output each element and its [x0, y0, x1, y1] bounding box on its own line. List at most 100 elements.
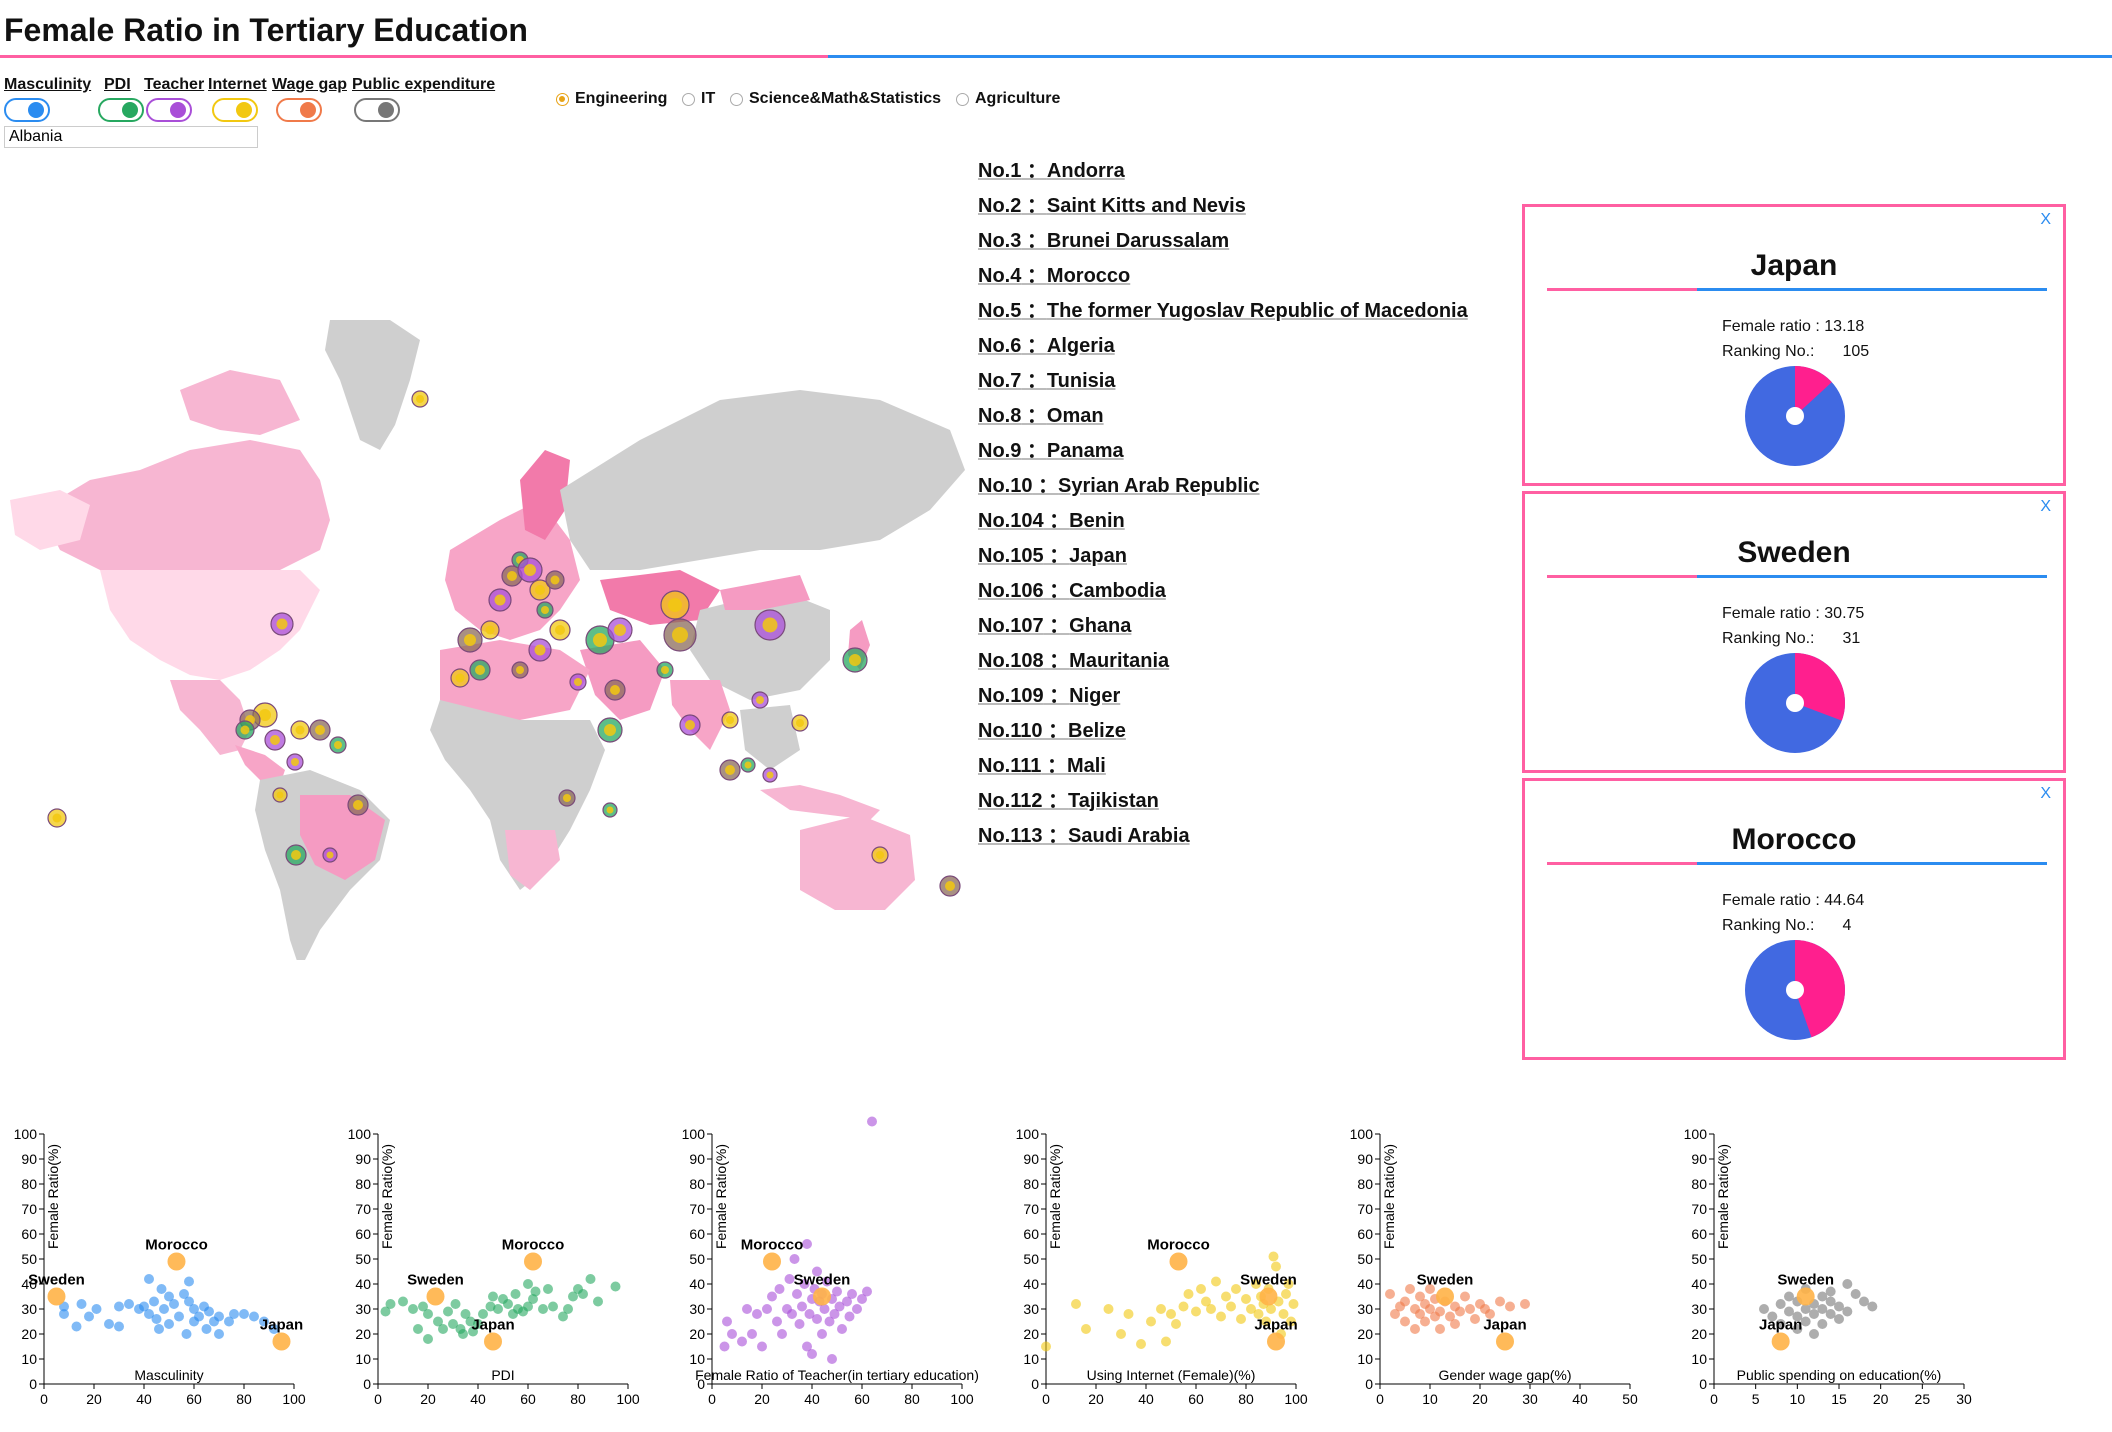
radio-dot[interactable] [730, 92, 743, 106]
mongolia[interactable] [720, 575, 810, 610]
data-point[interactable] [460, 1309, 471, 1319]
data-point[interactable] [719, 1341, 730, 1352]
data-point[interactable] [84, 1311, 94, 1322]
data-point[interactable] [824, 1316, 835, 1327]
data-point[interactable] [1253, 1309, 1264, 1319]
data-point[interactable] [1385, 1289, 1395, 1299]
data-point[interactable] [1792, 1324, 1803, 1334]
data-point[interactable] [834, 1301, 845, 1312]
data-point[interactable] [181, 1329, 192, 1339]
data-point[interactable] [862, 1286, 872, 1297]
data-point[interactable] [1415, 1309, 1425, 1319]
data-point[interactable] [1520, 1299, 1530, 1309]
ranking-item[interactable]: No.111 ：Mali [978, 755, 1106, 777]
data-point[interactable] [510, 1289, 521, 1299]
data-point[interactable] [1123, 1309, 1134, 1319]
data-point[interactable] [767, 1291, 777, 1302]
data-point[interactable] [1817, 1291, 1828, 1302]
data-point[interactable] [1286, 1316, 1296, 1327]
data-point[interactable] [71, 1321, 82, 1332]
data-point[interactable] [1146, 1316, 1156, 1327]
data-point[interactable] [1817, 1319, 1828, 1329]
data-point[interactable] [91, 1304, 102, 1314]
data-point[interactable] [214, 1311, 224, 1322]
data-point[interactable] [1171, 1319, 1181, 1329]
greenland[interactable] [325, 320, 420, 450]
ranking-item[interactable]: No.6 ：Algeria [978, 335, 1115, 357]
data-point[interactable] [822, 1276, 832, 1287]
toggle-switch[interactable] [354, 98, 400, 122]
data-point[interactable] [144, 1274, 154, 1284]
data-point[interactable] [229, 1309, 239, 1319]
data-point[interactable] [842, 1296, 852, 1307]
data-point[interactable] [1809, 1309, 1819, 1319]
highlight-point[interactable] [1496, 1332, 1514, 1351]
highlight-point[interactable] [167, 1252, 186, 1271]
data-point[interactable] [1390, 1309, 1400, 1319]
data-point[interactable] [1415, 1291, 1425, 1302]
india[interactable] [670, 680, 730, 750]
data-point[interactable] [784, 1274, 795, 1284]
data-point[interactable] [114, 1321, 124, 1332]
ranking-item[interactable]: No.110 ：Belize [978, 720, 1126, 742]
highlight-point[interactable] [524, 1252, 542, 1271]
data-point[interactable] [802, 1341, 812, 1352]
data-point[interactable] [423, 1334, 433, 1344]
country-input[interactable] [4, 126, 258, 148]
data-point[interactable] [563, 1304, 573, 1314]
data-point[interactable] [1825, 1296, 1836, 1307]
data-point[interactable] [742, 1304, 752, 1314]
ranking-item[interactable]: No.104 ：Benin [978, 510, 1125, 532]
data-point[interactable] [1435, 1306, 1445, 1317]
data-point[interactable] [1400, 1316, 1410, 1327]
data-point[interactable] [1216, 1311, 1226, 1322]
canada[interactable] [40, 440, 330, 570]
highlight-point[interactable] [1771, 1332, 1790, 1351]
data-point[interactable] [1166, 1309, 1176, 1319]
highlight-point[interactable] [813, 1287, 831, 1306]
data-point[interactable] [204, 1306, 214, 1317]
data-point[interactable] [1041, 1341, 1051, 1352]
data-point[interactable] [124, 1299, 134, 1309]
data-point[interactable] [493, 1304, 503, 1314]
data-point[interactable] [1842, 1306, 1853, 1317]
data-point[interactable] [184, 1296, 194, 1307]
radio-it[interactable]: IT [682, 90, 715, 108]
data-point[interactable] [1784, 1306, 1794, 1317]
data-point[interactable] [151, 1314, 162, 1324]
data-point[interactable] [1867, 1301, 1878, 1312]
highlight-point[interactable] [1259, 1287, 1278, 1306]
data-point[interactable] [104, 1319, 114, 1329]
world-map[interactable] [0, 250, 980, 960]
radio-dot[interactable] [556, 92, 569, 106]
data-point[interactable] [1081, 1324, 1091, 1334]
highlight-point[interactable] [763, 1252, 781, 1271]
ranking-item[interactable]: No.113 ：Saudi Arabia [978, 825, 1190, 847]
data-point[interactable] [1485, 1309, 1495, 1319]
data-point[interactable] [448, 1319, 458, 1329]
data-point[interactable] [610, 1281, 621, 1292]
data-point[interactable] [144, 1309, 154, 1319]
data-point[interactable] [585, 1274, 596, 1284]
data-point[interactable] [438, 1324, 448, 1334]
data-point[interactable] [1800, 1304, 1811, 1314]
ranking-item[interactable]: No.4 ：Morocco [978, 265, 1131, 287]
data-point[interactable] [777, 1329, 787, 1339]
data-point[interactable] [433, 1316, 443, 1327]
brazil[interactable] [300, 795, 385, 880]
data-point[interactable] [259, 1316, 269, 1327]
arctic-islands[interactable] [180, 370, 300, 435]
data-point[interactable] [398, 1296, 408, 1307]
data-point[interactable] [1842, 1279, 1853, 1289]
data-point[interactable] [1450, 1319, 1460, 1329]
ranking-item[interactable]: No.3 ：Brunei Darussalam [978, 230, 1230, 252]
data-point[interactable] [1206, 1304, 1216, 1314]
data-point[interactable] [812, 1314, 822, 1324]
southeast-asia[interactable] [740, 705, 800, 770]
highlight-point[interactable] [272, 1332, 291, 1351]
data-point[interactable] [149, 1296, 159, 1307]
data-point[interactable] [169, 1299, 179, 1309]
highlight-point[interactable] [426, 1287, 445, 1306]
data-point[interactable] [1271, 1261, 1281, 1272]
data-point[interactable] [76, 1299, 87, 1309]
